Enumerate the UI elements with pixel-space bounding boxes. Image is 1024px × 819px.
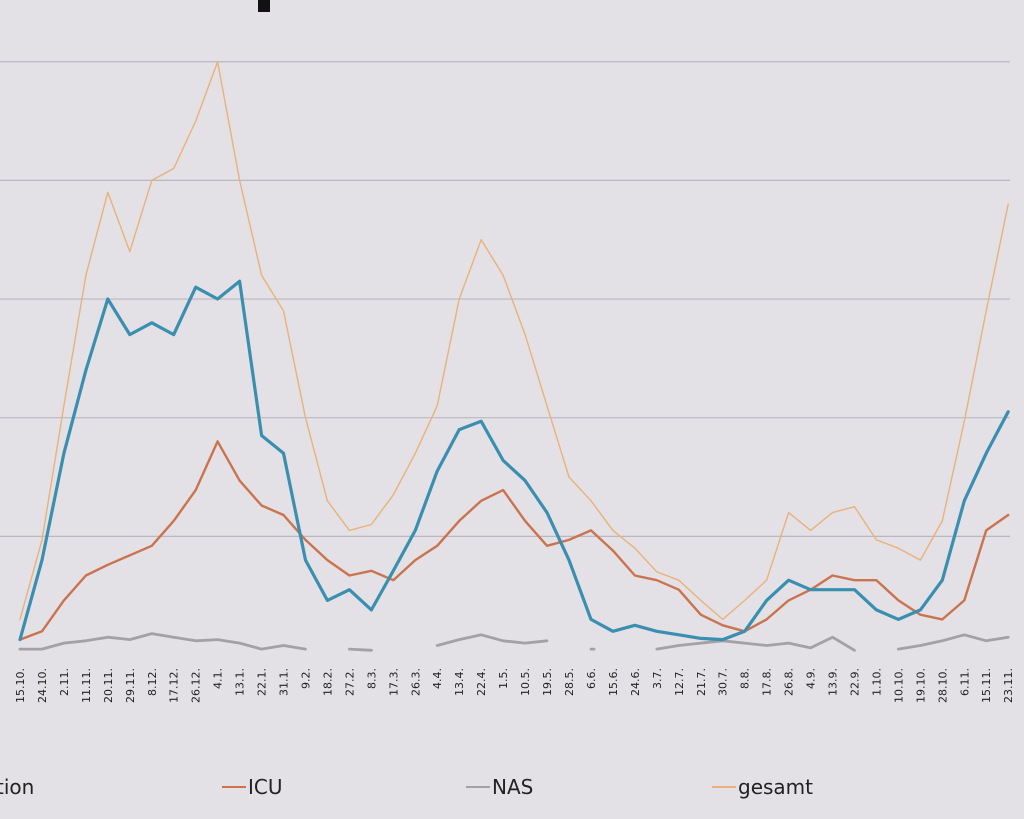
- x-tick-label: 6.6.: [585, 668, 598, 689]
- x-tick-label: 13.9.: [827, 668, 840, 696]
- x-tick-label: 15.6.: [607, 668, 620, 696]
- x-tick-label: 27.2.: [343, 668, 356, 696]
- series-line: [348, 647, 373, 652]
- x-tick-label: 31.1.: [278, 668, 291, 696]
- x-tick-label: 17.3.: [387, 668, 400, 696]
- series-line: [435, 633, 549, 647]
- x-tick-label: 22.4.: [475, 668, 488, 696]
- x-axis: 15.10. 24.10. 2.11. 11.11. 20.11. 29.11. 8.12.…: [14, 668, 1015, 703]
- x-tick-label: 11.11.: [80, 668, 93, 703]
- x-tick-label: 8.8.: [739, 668, 752, 689]
- legend-label: gesamt: [738, 775, 813, 799]
- x-tick-label: 28.10.: [936, 668, 949, 703]
- x-tick-label: 15.10.: [14, 668, 27, 703]
- x-tick-label: 4.4.: [431, 668, 444, 689]
- x-tick-label: 10.10.: [892, 668, 905, 703]
- x-tick-label: 3.7.: [651, 668, 664, 689]
- x-tick-label: 17.8.: [761, 668, 774, 696]
- series-line: [18, 279, 1010, 642]
- legend-label: NAS: [492, 775, 533, 799]
- grid: [0, 61, 1010, 537]
- x-tick-label: 30.7.: [717, 668, 730, 696]
- series-line: [19, 61, 1009, 621]
- x-tick-label: 22.9.: [848, 668, 861, 696]
- series-line: [897, 633, 1010, 651]
- x-tick-label: 18.2.: [321, 668, 334, 696]
- x-tick-label: 2.11.: [58, 668, 71, 696]
- x-tick-label: 24.10.: [36, 668, 49, 703]
- series-line: [18, 440, 1010, 641]
- x-tick-label: 23.11.: [1002, 668, 1015, 703]
- plot: [18, 61, 1010, 652]
- x-tick-label: 1.5.: [497, 668, 510, 689]
- x-tick-label: 12.7.: [673, 668, 686, 696]
- x-tick-label: 19.10.: [914, 668, 927, 703]
- x-tick-label: 29.11.: [124, 668, 137, 703]
- x-tick-label: 4.9.: [805, 668, 818, 689]
- x-tick-label: 22.1.: [256, 668, 269, 696]
- x-tick-label: 8.3.: [365, 668, 378, 689]
- x-tick-label: 26.8.: [783, 668, 796, 696]
- x-tick-label: 4.1.: [212, 668, 225, 689]
- legend-label: tion: [0, 775, 34, 799]
- x-tick-label: 26.3.: [409, 668, 422, 696]
- x-tick-label: 8.12.: [146, 668, 159, 696]
- x-tick-label: 13.1.: [234, 668, 247, 696]
- x-tick-label: 6.11.: [958, 668, 971, 696]
- x-tick-label: 24.6.: [629, 668, 642, 696]
- x-tick-label: 9.2.: [299, 668, 312, 689]
- x-tick-label: 19.5.: [541, 668, 554, 696]
- x-tick-label: 17.12.: [168, 668, 181, 703]
- series-line: [655, 635, 856, 652]
- series-line: [18, 632, 307, 651]
- x-tick-label: 10.5.: [519, 668, 532, 696]
- x-tick-label: 20.11.: [102, 668, 115, 703]
- x-tick-label: 13.4.: [453, 668, 466, 696]
- legend-label: ICU: [248, 775, 283, 799]
- title-fragment: [258, 0, 270, 12]
- legend: tion ICU NAS gesamt: [0, 775, 813, 799]
- x-tick-label: 21.7.: [695, 668, 708, 696]
- x-tick-label: 26.12.: [190, 668, 203, 703]
- x-tick-label: 28.5.: [563, 668, 576, 696]
- x-tick-label: 15.11.: [980, 668, 993, 703]
- x-tick-label: 1.10.: [870, 668, 883, 696]
